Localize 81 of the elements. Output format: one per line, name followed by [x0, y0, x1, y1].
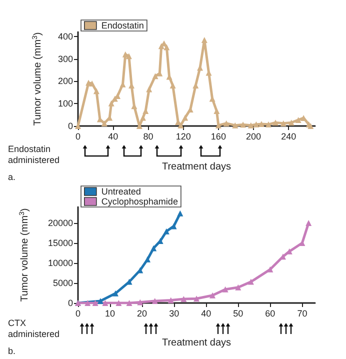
point — [152, 73, 158, 80]
point — [280, 120, 286, 126]
point — [140, 114, 146, 121]
x-tick-label: 30 — [169, 308, 180, 318]
point — [168, 297, 174, 304]
y-tick-label: 100 — [58, 98, 73, 109]
text: Endostatin administered — [8, 144, 61, 166]
text: b. — [8, 346, 17, 357]
x-tick-label: 10 — [105, 308, 116, 318]
point — [253, 121, 260, 128]
point — [222, 286, 228, 292]
point — [223, 120, 230, 126]
legend-label: Cyclophosphamide — [101, 196, 178, 206]
point — [214, 108, 220, 114]
x-tick-label: 0 — [75, 308, 81, 318]
point — [182, 114, 188, 121]
x-tick-label: 240 — [281, 132, 296, 142]
point — [164, 44, 170, 50]
x-tick-label: 60 — [265, 308, 276, 318]
x-tick-label: 70 — [297, 308, 308, 318]
point — [248, 278, 254, 285]
x-tick-label: 120 — [176, 132, 191, 142]
point — [126, 300, 132, 306]
point — [144, 256, 150, 262]
x-axis-title: Treatment days — [162, 162, 232, 172]
point — [232, 122, 238, 128]
legend-label: Untreated — [101, 186, 141, 196]
point — [235, 284, 242, 290]
point — [288, 120, 294, 126]
point — [97, 298, 104, 304]
point — [116, 300, 122, 306]
point — [201, 37, 208, 44]
text: a. — [8, 172, 17, 183]
y-tick-label: 400 — [58, 31, 73, 42]
y-tick-label: 200 — [58, 76, 73, 86]
point — [92, 300, 98, 306]
point — [150, 245, 157, 252]
point — [137, 299, 144, 306]
point — [267, 266, 274, 272]
x-tick-label: 50 — [233, 308, 244, 318]
x-tick-label: 80 — [143, 132, 154, 142]
point — [194, 296, 200, 302]
legend-label: Endostatin — [101, 20, 144, 30]
point — [163, 228, 170, 234]
x-axis-title: Treatment days — [162, 338, 232, 348]
point — [240, 122, 246, 128]
point — [178, 122, 184, 128]
point — [93, 88, 100, 94]
x-tick-label: 40 — [201, 308, 212, 318]
y-tick-label: 0 — [68, 298, 73, 308]
point — [101, 120, 108, 126]
point — [170, 223, 177, 230]
point — [272, 120, 278, 126]
point — [177, 210, 184, 216]
point — [152, 298, 158, 304]
point — [210, 292, 216, 298]
y-tick-label: 20000 — [48, 218, 73, 228]
text: CTX administered — [8, 318, 61, 340]
point — [89, 80, 96, 86]
x-tick-label: 20 — [137, 308, 148, 318]
y-tick-label: 10000 — [48, 258, 73, 268]
point — [248, 122, 254, 128]
point — [108, 100, 114, 106]
y-tick-label: 300 — [58, 54, 73, 64]
point — [295, 116, 302, 123]
x-tick-label: 160 — [210, 132, 226, 142]
point — [306, 220, 312, 226]
y-tick-label: 5000 — [52, 278, 73, 288]
point — [84, 300, 91, 306]
point — [102, 300, 108, 306]
point — [126, 53, 132, 60]
point — [180, 296, 187, 302]
point — [265, 121, 272, 128]
y-tick-label: 15000 — [48, 238, 73, 248]
x-tick-label: 40 — [108, 132, 118, 142]
x-tick-label: 0 — [75, 132, 81, 142]
x-tick-label: 200 — [246, 132, 262, 142]
point — [146, 86, 152, 92]
point — [258, 120, 264, 127]
point — [112, 290, 118, 296]
y-tick-label: 0 — [68, 121, 73, 131]
